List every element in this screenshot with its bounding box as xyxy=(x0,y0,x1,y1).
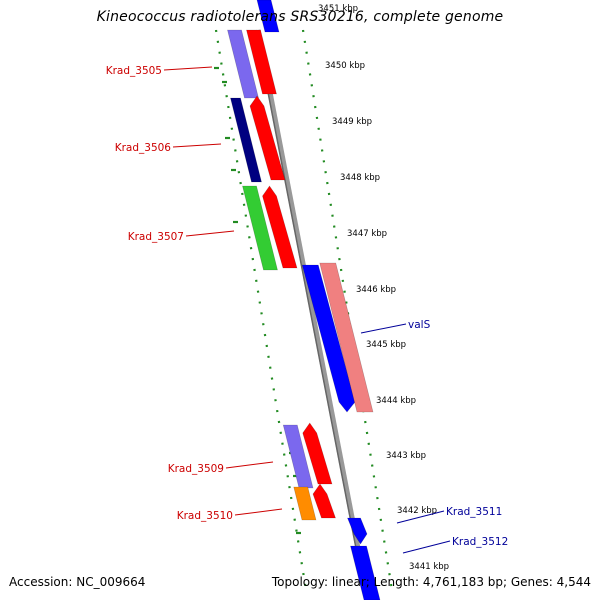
gene-krad-3511 xyxy=(347,517,368,545)
tick-label-6: 3445 kbp xyxy=(366,340,406,350)
tick-label-5: 3446 kbp xyxy=(356,285,396,295)
gene-vals-pair xyxy=(319,262,374,413)
gene-label-krad-3505: Krad_3505 xyxy=(106,65,162,77)
gene-krad-3506-right xyxy=(249,95,286,181)
leader-krad-3506 xyxy=(172,143,222,148)
gene-label-vals: valS xyxy=(408,319,431,331)
gene-krad-3510-left xyxy=(293,486,317,521)
gene-krad-3510-right xyxy=(312,483,336,519)
leader-vals xyxy=(360,323,407,334)
tick-label-10: 3441 kbp xyxy=(409,562,449,572)
tick-label-8: 3443 kbp xyxy=(386,451,426,461)
gene-krad-3507-right xyxy=(262,185,298,269)
leader-krad-3511 xyxy=(396,510,445,524)
backbone-edge xyxy=(255,29,367,600)
accession-text: Accession: NC_009664 xyxy=(9,575,146,589)
leader-krad-3505 xyxy=(163,66,213,71)
leader-krad-3512 xyxy=(402,540,451,554)
gene-krad-3507-left xyxy=(242,185,278,271)
gene-krad-3506-left xyxy=(230,97,262,183)
leader-krad-3507 xyxy=(185,230,235,237)
tick-label-7: 3444 kbp xyxy=(376,396,416,406)
gene-krad-3509-left xyxy=(282,424,314,489)
gene-krad-3509-right xyxy=(302,422,333,485)
tick-label-0: 3451 kbp xyxy=(318,4,358,14)
gene-top-fragment xyxy=(256,0,280,33)
tick-label-9: 3442 kbp xyxy=(397,506,437,516)
gene-krad-3512 xyxy=(350,545,381,600)
gene-krad-3505-left xyxy=(227,29,259,99)
leader-krad-3509 xyxy=(225,461,274,469)
leader-krad-3510 xyxy=(234,508,283,516)
map-title: Kineococcus radiotolerans SRS30216, comp… xyxy=(96,9,504,25)
backbone-line xyxy=(255,29,371,600)
gene-label-krad-3507: Krad_3507 xyxy=(128,231,184,243)
gene-krad-3505-right xyxy=(246,29,277,95)
gene-label-krad-3512: Krad_3512 xyxy=(452,536,508,548)
gene-vals xyxy=(301,264,356,413)
gene-label-krad-3509: Krad_3509 xyxy=(168,463,224,475)
gene-label-krad-3511: Krad_3511 xyxy=(446,506,502,518)
tick-label-4: 3447 kbp xyxy=(347,229,387,239)
gene-label-krad-3510: Krad_3510 xyxy=(177,510,233,522)
topology-text: Topology: linear; Length: 4,761,183 bp; … xyxy=(271,575,591,589)
gene-label-krad-3506: Krad_3506 xyxy=(115,142,172,154)
tick-label-1: 3450 kbp xyxy=(325,61,365,71)
tick-label-2: 3449 kbp xyxy=(332,117,372,127)
tick-label-3: 3448 kbp xyxy=(340,173,380,183)
